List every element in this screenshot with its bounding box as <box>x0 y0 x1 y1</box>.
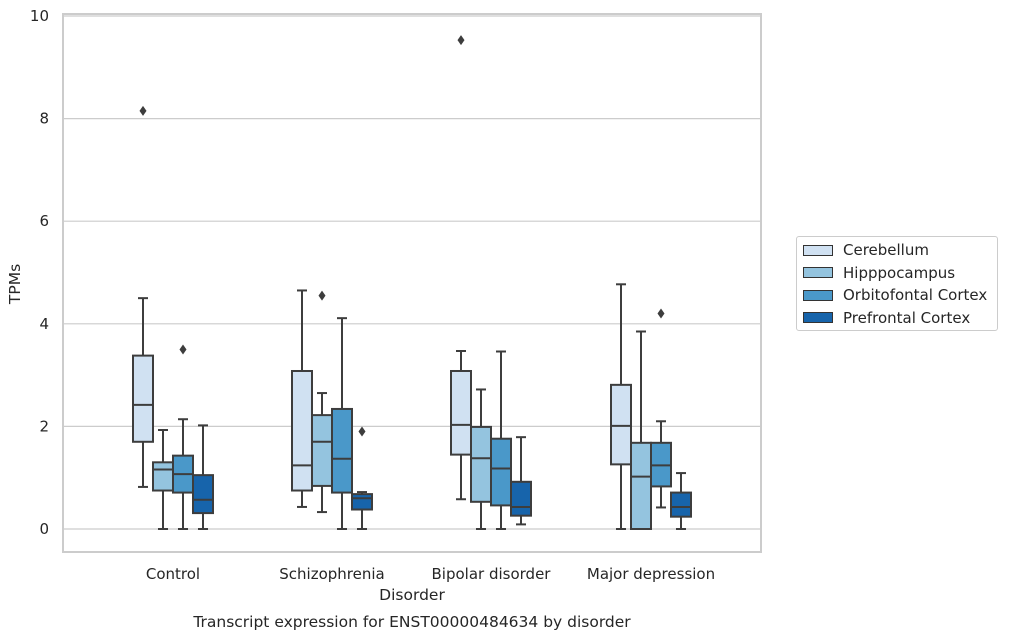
boxes <box>132 35 692 531</box>
box-iqr <box>510 480 532 517</box>
legend-item: Prefrontal Cortex <box>803 308 970 328</box>
outlier-point <box>457 35 465 46</box>
legend-swatch <box>803 289 833 301</box>
legend-item: Hipppocampus <box>803 263 955 283</box>
y-tick-label: 8 <box>39 110 49 128</box>
box-iqr <box>470 425 492 503</box>
box-iqr <box>490 437 512 507</box>
box-0-0 <box>132 105 154 488</box>
outlier-point <box>358 426 366 437</box>
x-tick-label: Major depression <box>587 565 715 583</box>
legend-label: Orbitofontal Cortex <box>843 286 988 304</box>
x-axis-label: Disorder <box>379 586 445 604</box>
y-tick-label: 6 <box>39 212 49 230</box>
y-tick-label: 10 <box>30 7 49 25</box>
box-iqr <box>192 474 214 515</box>
box-iqr <box>132 354 154 443</box>
box-2-1 <box>331 317 353 530</box>
box-2-2 <box>490 350 512 530</box>
outlier-point <box>318 290 326 301</box>
legend-label: Cerebellum <box>843 241 929 259</box>
legend-swatch <box>803 312 833 323</box>
box-1-3 <box>630 330 652 531</box>
box-3-0 <box>192 424 214 530</box>
box-0-1 <box>291 289 313 508</box>
legend-label: Prefrontal Cortex <box>843 308 971 327</box>
box-3-1 <box>351 426 373 530</box>
legend-label: Hipppocampus <box>843 263 956 282</box>
y-axis-ticks: 0 2 4 6 8 10 <box>30 7 49 538</box>
legend-swatch <box>803 244 833 256</box>
plot-frame <box>62 13 762 553</box>
y-tick-label: 2 <box>39 417 49 435</box>
y-tick-label: 4 <box>39 315 49 333</box>
box-0-3 <box>610 283 632 530</box>
x-tick-label: Control <box>146 565 200 583</box>
outlier-point <box>179 344 187 355</box>
box-iqr <box>630 441 652 531</box>
box-iqr <box>670 491 692 518</box>
box-2-0 <box>172 344 194 530</box>
x-tick-label: Bipolar disorder <box>432 565 552 583</box>
y-tick-label: 0 <box>39 520 49 538</box>
legend-swatch <box>803 267 833 278</box>
box-2-3 <box>650 308 672 509</box>
box-iqr <box>331 407 353 494</box>
box-1-0 <box>152 428 174 530</box>
box-iqr <box>152 461 174 492</box>
box-1-2 <box>470 388 492 530</box>
legend: Cerebellum Hipppocampus Orbitofontal Corte… <box>796 236 998 331</box>
chart-title: Transcript expression for ENST0000048463… <box>192 613 631 631</box>
outlier-point <box>139 105 147 116</box>
legend-item: Cerebellum <box>803 240 929 260</box>
y-axis-label: TPMs <box>6 264 24 305</box>
box-3-3 <box>670 472 692 530</box>
legend-item: Orbitofontal Cortex <box>803 285 987 305</box>
box-0-2 <box>450 35 472 501</box>
box-3-2 <box>510 436 532 526</box>
x-tick-label: Schizophrenia <box>279 565 384 583</box>
x-axis-ticks: Control Schizophrenia Bipolar disorder Majo… <box>146 565 715 583</box>
box-iqr <box>291 369 313 492</box>
box-iqr <box>610 383 632 466</box>
box-iqr <box>351 493 373 511</box>
outlier-point <box>657 308 665 319</box>
box-iqr <box>311 414 333 487</box>
box-iqr <box>450 369 472 456</box>
